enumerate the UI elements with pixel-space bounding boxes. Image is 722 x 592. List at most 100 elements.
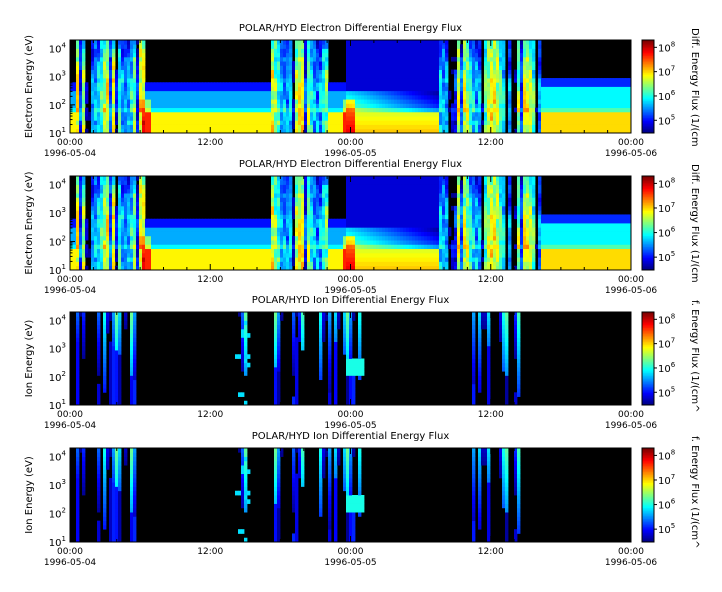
flux-cell xyxy=(520,82,524,87)
flux-cell xyxy=(271,111,275,117)
flux-cell xyxy=(418,107,422,113)
flux-cell xyxy=(319,248,323,254)
flux-cell xyxy=(463,103,467,109)
flux-cell xyxy=(433,40,437,45)
flux-cell xyxy=(613,99,617,104)
flux-cell xyxy=(319,128,323,134)
flux-cell xyxy=(508,56,512,62)
flux-cell xyxy=(115,227,119,232)
flux-cell xyxy=(553,111,557,117)
flux-cell xyxy=(394,99,398,104)
flux-cell xyxy=(79,188,83,194)
flux-cell xyxy=(127,201,131,207)
flux-cell xyxy=(457,44,461,49)
flux-cell xyxy=(310,44,314,49)
flux-cell xyxy=(337,124,341,130)
flux-cell xyxy=(106,116,110,121)
flux-cell xyxy=(352,124,356,130)
flux-cell xyxy=(496,120,500,125)
flux-cell xyxy=(190,231,194,237)
flux-cell xyxy=(94,111,98,117)
colorbar-swatch xyxy=(642,112,654,115)
flux-cell xyxy=(130,116,134,121)
flux-cell xyxy=(178,86,182,92)
flux-cell xyxy=(613,111,617,117)
flux-cell xyxy=(274,227,278,232)
colorbar-swatch xyxy=(642,106,654,109)
flux-cell xyxy=(130,197,134,203)
flux-cell xyxy=(334,235,338,241)
flux-cell xyxy=(271,261,275,267)
flux-cell xyxy=(229,90,233,96)
flux-cell xyxy=(436,120,440,125)
flux-cell xyxy=(484,99,488,104)
flux-cell xyxy=(610,120,614,125)
flux-cell xyxy=(388,99,392,104)
flux-cell xyxy=(97,231,101,237)
flux-cell xyxy=(361,184,365,190)
flux-cell xyxy=(397,128,401,134)
flux-cell xyxy=(82,111,86,117)
flux-cell xyxy=(229,265,233,271)
flux-cell xyxy=(187,244,191,250)
flux-cell xyxy=(151,227,155,232)
flux-cell xyxy=(322,218,326,224)
flux-cell xyxy=(76,69,80,75)
flux-cell xyxy=(319,124,323,130)
flux-cell xyxy=(226,107,230,113)
flux-cell xyxy=(148,261,152,267)
flux-cell xyxy=(91,201,95,207)
flux-cell xyxy=(316,103,320,109)
flux-cell xyxy=(286,188,290,194)
flux-cell xyxy=(478,90,482,96)
flux-cell xyxy=(193,218,197,224)
flux-cell xyxy=(247,218,251,224)
flux-cell xyxy=(286,210,290,215)
flux-cell xyxy=(454,128,458,134)
flux-cell xyxy=(250,223,254,228)
flux-cell xyxy=(82,180,86,185)
flux-cell xyxy=(439,107,443,113)
flux-cell xyxy=(370,120,374,125)
flux-cell xyxy=(79,193,83,198)
flux-cell xyxy=(133,193,137,198)
flux-cell xyxy=(91,248,95,254)
flux-cell xyxy=(517,48,521,54)
flux-cell xyxy=(517,44,521,49)
flux-cell xyxy=(238,261,242,267)
flux-cell xyxy=(118,193,122,198)
flux-cell xyxy=(226,252,230,258)
flux-cell xyxy=(421,48,425,54)
flux-cell xyxy=(322,231,326,237)
flux-cell xyxy=(376,73,380,79)
flux-cell xyxy=(298,210,302,215)
flux-cell xyxy=(541,86,545,92)
flux-cell xyxy=(193,265,197,271)
flux-cell xyxy=(376,78,380,83)
flux-cell xyxy=(433,99,437,104)
flux-cell xyxy=(430,103,434,109)
flux-cell xyxy=(199,99,203,104)
flux-cell xyxy=(214,223,218,228)
flux-cell xyxy=(496,82,500,87)
flux-cell xyxy=(361,197,365,203)
flux-cell xyxy=(259,82,263,87)
flux-cell xyxy=(346,78,350,83)
flux-cell xyxy=(286,248,290,254)
colorbar-swatch xyxy=(642,120,654,123)
flux-cell xyxy=(244,248,248,254)
flux-cell xyxy=(214,82,218,87)
flux-cell xyxy=(403,78,407,83)
flux-cell xyxy=(277,188,281,194)
flux-cell xyxy=(94,94,98,100)
flux-cell xyxy=(76,44,80,49)
flux-cell xyxy=(304,193,308,198)
flux-cell xyxy=(139,56,143,62)
flux-cell xyxy=(337,120,341,125)
flux-cell xyxy=(79,99,83,104)
flux-cell xyxy=(94,235,98,241)
flux-cell xyxy=(289,252,293,258)
flux-cell xyxy=(139,99,143,104)
flux-cell xyxy=(472,99,476,104)
flux-cell xyxy=(340,235,344,241)
